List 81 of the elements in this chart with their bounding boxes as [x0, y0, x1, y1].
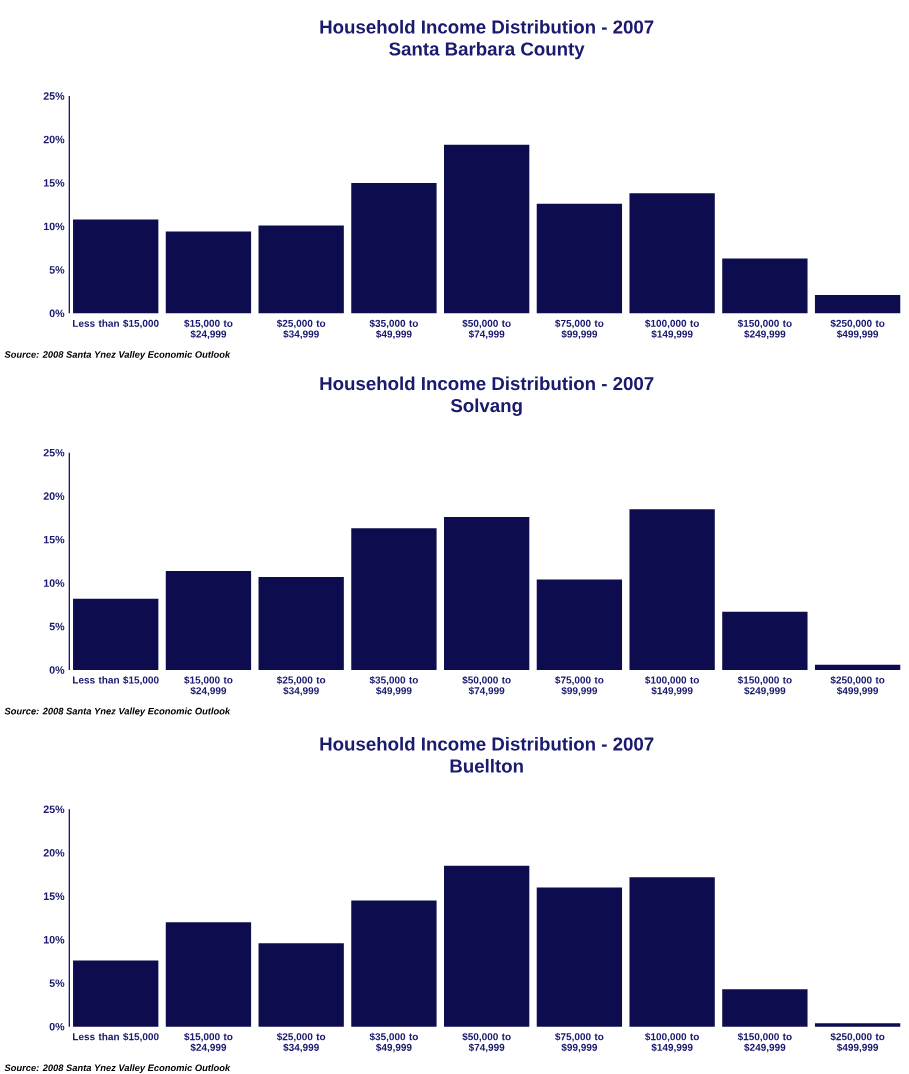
bar — [165, 922, 252, 1027]
bar — [629, 193, 715, 314]
bar — [444, 865, 530, 1027]
y-tick-label: 25% — [43, 92, 65, 100]
y-tick-label: 0% — [49, 1022, 65, 1031]
chart-subtitle: Solvang — [450, 398, 522, 416]
x-tick-label: $75,000 to $99,999 — [555, 676, 604, 696]
y-tick-label: 5% — [49, 979, 65, 987]
y-tick-label: 0% — [49, 309, 65, 318]
y-tick-label: 20% — [43, 849, 65, 857]
bar — [536, 203, 623, 314]
chart-title: Household Income Distribution - 2007 — [320, 19, 654, 34]
x-tick-label: $75,000 to $99,999 — [555, 319, 604, 340]
bar — [444, 517, 530, 671]
bar — [722, 258, 808, 314]
y-tick-label: 10% — [43, 579, 65, 587]
y-tick-label: 10% — [43, 222, 65, 231]
x-tick-label: $150,000 to $249,999 — [737, 319, 792, 340]
x-tick-label: $250,000 to $499,999 — [830, 676, 885, 696]
bar — [258, 225, 344, 314]
y-tick-label: 5% — [49, 266, 65, 274]
bar — [351, 900, 437, 1027]
x-tick-label: $50,000 to $74,999 — [462, 1032, 511, 1053]
bar — [629, 509, 715, 671]
bar — [73, 219, 159, 314]
bar — [722, 989, 808, 1027]
bar — [722, 611, 808, 671]
x-tick-label: Less than $15,000 — [73, 676, 159, 686]
bar — [814, 1023, 901, 1027]
bar — [536, 579, 623, 671]
bar — [165, 231, 252, 314]
x-tick-label: $150,000 to $249,999 — [737, 1032, 792, 1053]
x-tick-label: Less than $15,000 — [73, 319, 159, 329]
x-tick-label: $15,000 to $24,999 — [184, 676, 233, 696]
bar — [814, 664, 901, 671]
x-tick-label: $50,000 to $74,999 — [462, 319, 511, 340]
bar — [73, 960, 159, 1027]
x-tick-label: $150,000 to $249,999 — [737, 676, 792, 696]
x-tick-label: $25,000 to $34,999 — [276, 1032, 326, 1053]
chart-subtitle: Buellton — [450, 758, 523, 773]
source-note: Source: 2008 Santa Ynez Valley Economic Outlook — [4, 1064, 231, 1073]
y-tick-label: 20% — [43, 135, 65, 144]
x-tick-label: $35,000 to $49,999 — [369, 676, 418, 696]
x-tick-label: $100,000 to $149,999 — [645, 319, 699, 340]
bar — [351, 182, 437, 314]
y-tick-label: 15% — [43, 892, 65, 901]
x-tick-label: $15,000 to $24,999 — [184, 319, 233, 340]
bar — [258, 943, 344, 1027]
bar — [814, 295, 901, 314]
bar — [536, 887, 623, 1027]
y-tick-label: 5% — [49, 622, 65, 631]
y-tick-label: 20% — [43, 492, 65, 500]
x-tick-label: $35,000 to $49,999 — [369, 319, 418, 340]
x-tick-label: $250,000 to $499,999 — [830, 1032, 885, 1053]
bar — [258, 576, 344, 671]
bar — [351, 528, 437, 671]
y-tick-label: 0% — [49, 666, 65, 674]
y-tick-label: 15% — [43, 535, 65, 544]
x-tick-label: $35,000 to $49,999 — [369, 1032, 418, 1053]
x-tick-label: $15,000 to $24,999 — [184, 1032, 233, 1053]
x-tick-label: $25,000 to $34,999 — [276, 676, 326, 696]
chart-title: Household Income Distribution - 2007 — [320, 376, 654, 391]
x-tick-label: $75,000 to $99,999 — [555, 1032, 604, 1053]
bar — [444, 144, 530, 314]
source-note: Source: 2008 Santa Ynez Valley Economic Outlook — [4, 707, 231, 717]
y-tick-label: 25% — [43, 805, 65, 814]
x-tick-label: $100,000 to $149,999 — [645, 1032, 699, 1053]
y-tick-label: 15% — [43, 179, 65, 187]
source-note: Source: 2008 Santa Ynez Valley Economic Outlook — [4, 350, 231, 360]
x-tick-label: $50,000 to $74,999 — [462, 676, 511, 696]
bar — [629, 877, 715, 1027]
x-tick-label: $100,000 to $149,999 — [645, 676, 699, 696]
x-tick-label: $25,000 to $34,999 — [276, 319, 326, 340]
bar — [165, 570, 252, 671]
x-tick-label: $250,000 to $499,999 — [830, 319, 885, 340]
y-tick-label: 10% — [43, 935, 65, 944]
bar — [73, 598, 159, 671]
x-tick-label: Less than $15,000 — [73, 1032, 159, 1042]
chart-title: Household Income Distribution - 2007 — [320, 736, 654, 751]
chart-subtitle: Santa Barbara County — [389, 41, 585, 60]
y-tick-label: 25% — [43, 448, 65, 457]
